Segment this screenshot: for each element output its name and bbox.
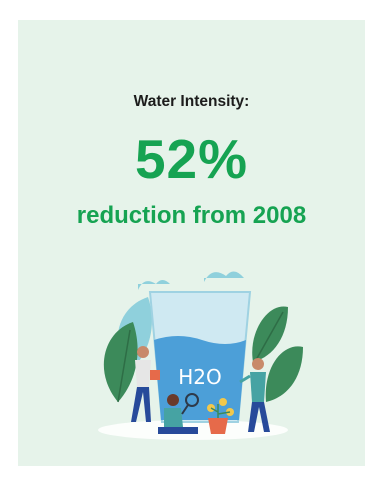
- person-icon-sitting: [158, 394, 198, 434]
- stat-card: Water Intensity: 52% reduction from 2008…: [18, 20, 365, 466]
- magnifier-icon: [181, 393, 199, 415]
- water-illustration: H2O: [98, 271, 303, 440]
- glass-text: H2O: [178, 365, 222, 389]
- metric-value: 52%: [134, 128, 249, 190]
- person-icon-right: [239, 358, 270, 432]
- flower-pot-icon: [207, 398, 234, 434]
- metric-description: reduction from 2008: [76, 202, 307, 229]
- leaf-icon-right: [252, 306, 303, 402]
- cloud-icon: [138, 271, 244, 290]
- metric-label: Water Intensity:: [133, 93, 250, 110]
- person-icon: [131, 346, 160, 422]
- water-glass-icon: H2O: [148, 291, 252, 423]
